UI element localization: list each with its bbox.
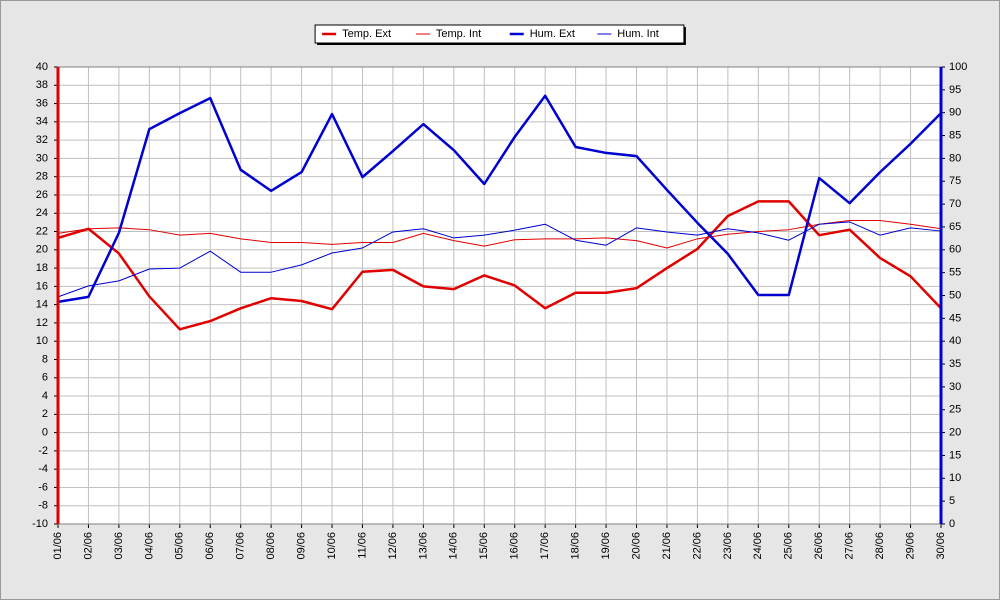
y2-tick-label: 5 [949, 495, 955, 507]
legend-box [314, 24, 685, 44]
x-tick-label: 09/06 [295, 532, 307, 560]
x-tick-label: 10/06 [326, 532, 338, 560]
x-tick-label: 05/06 [174, 532, 186, 560]
y2-tick-label: 25 [949, 404, 961, 416]
y-tick-label: -4 [38, 463, 48, 475]
y-tick-label: 14 [36, 299, 48, 311]
x-tick-label: 07/06 [235, 532, 247, 560]
y-tick-label: 24 [36, 207, 48, 219]
y2-tick-label: 85 [949, 129, 961, 141]
series-line [57, 221, 942, 298]
plot-area [58, 67, 941, 524]
legend-label: Hum. Ext [530, 28, 575, 40]
axes: -10-8-6-4-202468101214161820222426283032… [32, 61, 967, 560]
x-tick-label: 18/06 [570, 532, 582, 560]
x-tick-label: 27/06 [844, 532, 856, 560]
x-tick-label: 12/06 [387, 532, 399, 560]
y-tick-label: 6 [42, 372, 48, 384]
y2-tick-label: 60 [949, 244, 961, 256]
x-tick-label: 06/06 [204, 532, 216, 560]
x-tick-label: 22/06 [691, 532, 703, 560]
y-tick-label: 32 [36, 134, 48, 146]
x-tick-label: 11/06 [356, 532, 368, 559]
legend-label: Temp. Ext [342, 28, 391, 40]
x-tick-label: 14/06 [448, 532, 460, 560]
y-tick-label: 2 [42, 408, 48, 420]
y-tick-label: 30 [36, 152, 48, 164]
y2-tick-label: 95 [949, 84, 961, 96]
y-tick-label: 4 [42, 390, 48, 402]
y-tick-label: 8 [42, 353, 48, 365]
y-tick-label: 36 [36, 97, 48, 109]
x-tick-label: 15/06 [478, 532, 490, 560]
x-tick-label: 08/06 [265, 532, 277, 560]
y-tick-label: -2 [38, 445, 48, 457]
x-tick-label: 25/06 [783, 532, 795, 560]
x-tick-label: 29/06 [904, 532, 916, 560]
x-tick-label: 24/06 [752, 532, 764, 560]
y2-tick-label: 45 [949, 312, 961, 324]
y-tick-label: -6 [38, 481, 48, 493]
y2-tick-label: 80 [949, 152, 961, 164]
x-tick-label: 23/06 [722, 532, 734, 560]
y2-tick-label: 30 [949, 381, 961, 393]
y-tick-label: 16 [36, 280, 48, 292]
x-tick-label: 13/06 [417, 532, 429, 560]
series-line [57, 220, 942, 249]
legend: Temp. Ext Temp. Int Hum. Ext Hum. Int [314, 24, 686, 45]
x-tick-label: 28/06 [874, 532, 886, 560]
x-tick-label: 16/06 [509, 532, 521, 560]
y2-tick-label: 90 [949, 107, 961, 119]
y2-tick-label: 55 [949, 267, 961, 279]
series-line [57, 200, 942, 331]
y2-tick-label: 40 [949, 335, 961, 347]
y-tick-label: 18 [36, 262, 48, 274]
y2-tick-label: 100 [949, 61, 967, 73]
x-tick-label: 30/06 [935, 532, 947, 560]
y-tick-label: 12 [36, 317, 48, 329]
x-tick-label: 01/06 [52, 532, 64, 560]
y2-tick-label: 65 [949, 221, 961, 233]
y-tick-label: 0 [42, 427, 48, 439]
y-tick-label: 26 [36, 189, 48, 201]
x-tick-label: 26/06 [813, 532, 825, 560]
legend-label: Temp. Int [436, 28, 481, 40]
series-line [57, 94, 942, 304]
y2-tick-label: 35 [949, 358, 961, 370]
y2-tick-label: 70 [949, 198, 961, 210]
x-tick-label: 03/06 [113, 532, 125, 560]
legend-label: Hum. Int [617, 28, 659, 40]
y-tick-label: 22 [36, 225, 48, 237]
lines [57, 94, 942, 331]
y-tick-label: 40 [36, 61, 48, 73]
y2-tick-label: 50 [949, 289, 961, 301]
x-tick-label: 19/06 [600, 532, 612, 560]
x-tick-label: 20/06 [630, 532, 642, 560]
y-tick-label: 34 [36, 116, 48, 128]
y2-tick-label: 10 [949, 472, 961, 484]
y2-tick-label: 15 [949, 449, 961, 461]
x-tick-label: 02/06 [82, 532, 94, 560]
y-tick-label: -10 [32, 518, 48, 530]
y2-tick-label: 20 [949, 427, 961, 439]
y-tick-label: -8 [38, 500, 48, 512]
y-tick-label: 38 [36, 79, 48, 91]
x-tick-label: 17/06 [539, 532, 551, 560]
x-tick-label: 21/06 [661, 532, 673, 560]
y-tick-label: 20 [36, 244, 48, 256]
x-tick-label: 04/06 [143, 532, 155, 560]
y-tick-label: 28 [36, 171, 48, 183]
y2-tick-label: 0 [949, 518, 955, 530]
y2-tick-label: 75 [949, 175, 961, 187]
y-tick-label: 10 [36, 335, 48, 347]
